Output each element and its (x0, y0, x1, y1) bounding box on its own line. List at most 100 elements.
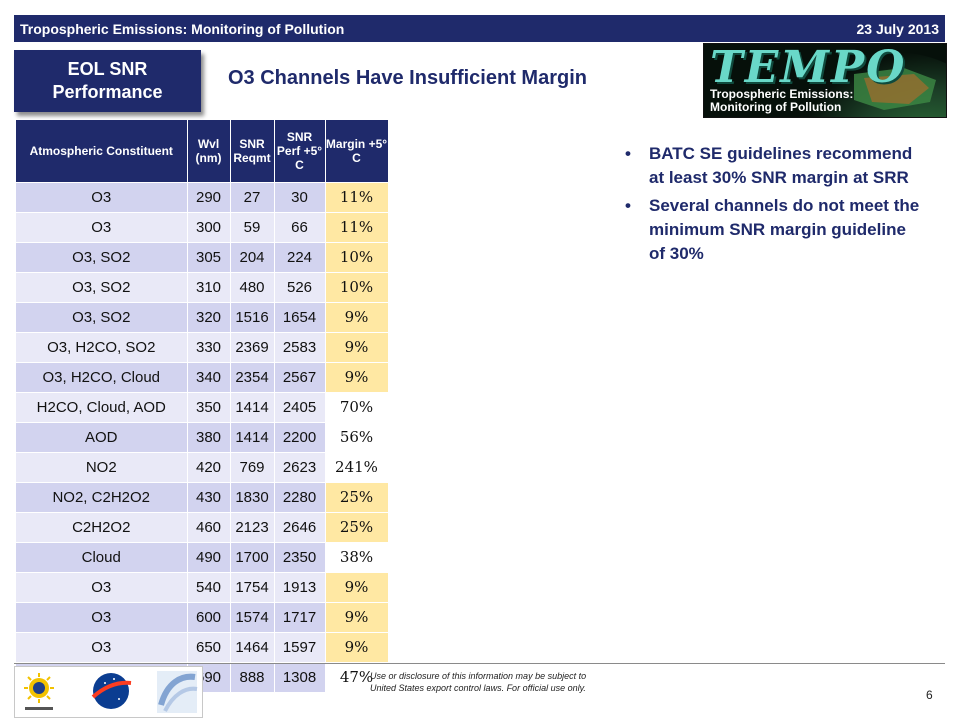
cell-snr-perf: 2623 (274, 451, 326, 482)
table-row: O3 540 1754 1913 9% (16, 571, 389, 602)
cell-constituent: AOD (16, 421, 188, 452)
cell-constituent: NO2, C2H2O2 (16, 481, 188, 512)
cell-snr-perf: 2567 (274, 361, 326, 392)
nasa-meatball-icon (91, 673, 132, 709)
cell-snr-reqmt: 769 (230, 451, 275, 482)
cell-wavelength: 430 (187, 481, 231, 512)
cell-snr-perf: 2646 (274, 511, 326, 542)
bullet-list: • BATC SE guidelines recommend at least … (625, 142, 925, 270)
cell-snr-perf: 2405 (274, 391, 326, 422)
cell-margin: 56% (325, 421, 389, 452)
table-row: O3 300 59 66 11% (16, 211, 389, 242)
tempo-subtitle: Tropospheric Emissions: Monitoring of Po… (710, 88, 853, 114)
cell-margin: 47% (325, 661, 389, 692)
cell-snr-perf: 526 (274, 271, 326, 302)
table-row: O3, SO2 305 204 224 10% (16, 241, 389, 272)
table-row: AOD 380 1414 2200 56% (16, 421, 389, 452)
ball-logo-icon (157, 671, 198, 713)
cell-wavelength: 290 (187, 181, 231, 212)
bullet-text: Several channels do not meet the minimum… (649, 196, 920, 263)
table-row: C2H2O2 460 2123 2646 25% (16, 511, 389, 542)
table-header-row: Atmospheric Constituent Wvl (nm) SNR Req… (16, 120, 389, 182)
section-label-line2: Performance (52, 82, 163, 102)
bullet-text: BATC SE guidelines recommend at least 30… (649, 144, 913, 187)
cell-snr-perf: 2200 (274, 421, 326, 452)
cell-constituent: H2CO, Cloud, AOD (16, 391, 188, 422)
cell-constituent: O3, SO2 (16, 301, 188, 332)
cell-margin: 9% (325, 331, 389, 362)
cell-snr-perf: 66 (274, 211, 326, 242)
cell-snr-reqmt: 1414 (230, 391, 275, 422)
table-row: O3 290 27 30 11% (16, 181, 389, 212)
cell-constituent: NO2 (16, 451, 188, 482)
tempo-logo: TEMPO Tropospheric Emissions: Monitoring… (703, 43, 947, 118)
tempo-wordmark: TEMPO (710, 43, 907, 93)
cell-margin: 9% (325, 571, 389, 602)
header-bar: Tropospheric Emissions: Monitoring of Po… (14, 15, 945, 42)
cell-wavelength: 310 (187, 271, 231, 302)
col-header-wavelength: Wvl (nm) (187, 120, 231, 182)
table-row: O3, SO2 310 480 526 10% (16, 271, 389, 302)
cell-constituent: O3 (16, 571, 188, 602)
cell-snr-reqmt: 204 (230, 241, 275, 272)
globe-graphic (704, 44, 946, 117)
cell-margin: 10% (325, 271, 389, 302)
cell-snr-perf: 1913 (274, 571, 326, 602)
cell-snr-perf: 1654 (274, 301, 326, 332)
cell-margin: 241% (325, 451, 389, 482)
cell-wavelength: 460 (187, 511, 231, 542)
cell-constituent: O3 (16, 181, 188, 212)
cell-snr-perf: 2350 (274, 541, 326, 572)
cell-constituent: O3 (16, 211, 188, 242)
tempo-subtitle-line1: Tropospheric Emissions: (710, 87, 854, 101)
col-header-margin: Margin +5° C (325, 120, 389, 182)
cell-wavelength: 600 (187, 601, 231, 632)
tempo-subtitle-line2: Monitoring of Pollution (710, 100, 842, 114)
cell-snr-reqmt: 1754 (230, 571, 275, 602)
smithsonian-sun-icon (24, 673, 54, 710)
cell-snr-reqmt: 1516 (230, 301, 275, 332)
cell-wavelength: 380 (187, 421, 231, 452)
cell-wavelength: 490 (187, 541, 231, 572)
section-label: EOL SNR Performance (14, 50, 201, 112)
table-row: O3, H2CO, SO2 330 2369 2583 9% (16, 331, 389, 362)
cell-margin: 25% (325, 481, 389, 512)
cell-constituent: O3 (16, 601, 188, 632)
bullet-dot-icon: • (625, 196, 631, 215)
cell-snr-reqmt: 2354 (230, 361, 275, 392)
bullet-dot-icon: • (625, 144, 631, 163)
table-row: Cloud 490 1700 2350 38% (16, 541, 389, 572)
cell-wavelength: 305 (187, 241, 231, 272)
cell-margin: 11% (325, 211, 389, 242)
cell-wavelength: 420 (187, 451, 231, 482)
cell-constituent: C2H2O2 (16, 511, 188, 542)
cell-snr-perf: 1717 (274, 601, 326, 632)
cell-margin: 10% (325, 241, 389, 272)
cell-snr-perf: 1308 (274, 661, 326, 692)
cell-snr-reqmt: 1414 (230, 421, 275, 452)
header-date: 23 July 2013 (856, 20, 939, 37)
export-control-notice: Use or disclosure of this information ma… (370, 671, 587, 693)
cell-snr-reqmt: 27 (230, 181, 275, 212)
footer-logos (14, 666, 203, 718)
bullet-item: • Several channels do not meet the minim… (625, 194, 925, 266)
cell-constituent: Cloud (16, 541, 188, 572)
cell-snr-reqmt: 1700 (230, 541, 275, 572)
slide-title: O3 Channels Have Insufficient Margin (228, 67, 587, 89)
bullet-item: • BATC SE guidelines recommend at least … (625, 142, 925, 190)
cell-snr-perf: 224 (274, 241, 326, 272)
cell-constituent: O3, H2CO, Cloud (16, 361, 188, 392)
table-row: O3 650 1464 1597 9% (16, 631, 389, 662)
cell-margin: 9% (325, 601, 389, 632)
cell-wavelength: 330 (187, 331, 231, 362)
cell-margin: 9% (325, 361, 389, 392)
cell-snr-perf: 30 (274, 181, 326, 212)
cell-snr-perf: 2583 (274, 331, 326, 362)
cell-margin: 25% (325, 511, 389, 542)
table-row: NO2, C2H2O2 430 1830 2280 25% (16, 481, 389, 512)
snr-margin-table: Atmospheric Constituent Wvl (nm) SNR Req… (16, 120, 389, 692)
cell-wavelength: 540 (187, 571, 231, 602)
cell-snr-reqmt: 888 (230, 661, 275, 692)
cell-snr-reqmt: 59 (230, 211, 275, 242)
cell-constituent: O3, H2CO, SO2 (16, 331, 188, 362)
